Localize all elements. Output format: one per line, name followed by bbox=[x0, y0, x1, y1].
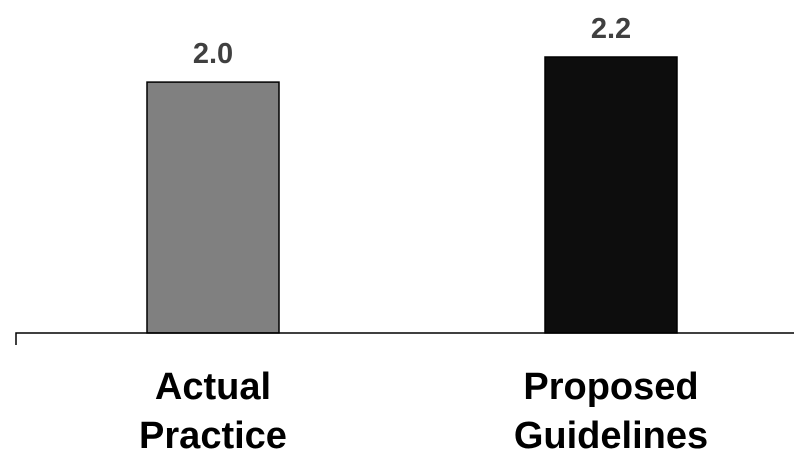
category-label-1-line-0: Proposed bbox=[523, 366, 698, 408]
bar-0 bbox=[146, 81, 280, 334]
category-label-0-line-1: Practice bbox=[139, 415, 287, 450]
bar-1 bbox=[544, 56, 678, 334]
bar-value-label-1: 2.2 bbox=[591, 13, 631, 45]
category-label-1-line-1: Guidelines bbox=[514, 415, 708, 450]
bar-value-label-0: 2.0 bbox=[193, 38, 233, 70]
category-label-0-line-0: Actual bbox=[155, 366, 271, 408]
x-axis-line bbox=[15, 332, 794, 345]
